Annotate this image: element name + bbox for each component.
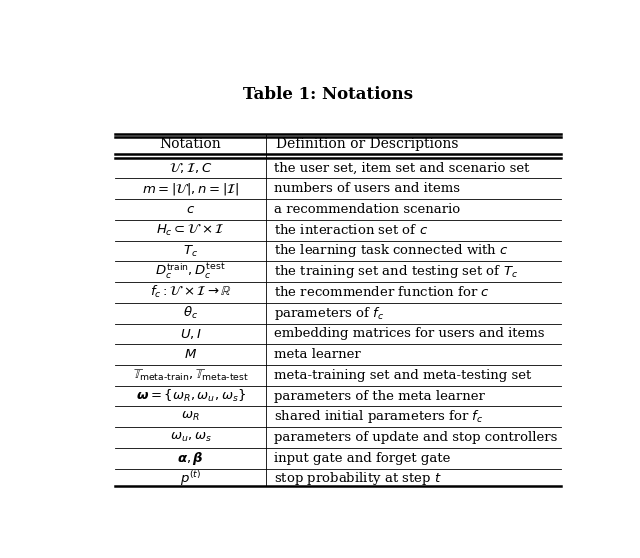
- Text: $\omega_u, \omega_s$: $\omega_u, \omega_s$: [170, 431, 212, 444]
- Text: the training set and testing set of $T_c$: the training set and testing set of $T_c…: [274, 263, 518, 280]
- Text: meta learner: meta learner: [274, 348, 361, 361]
- Text: embedding matrices for users and items: embedding matrices for users and items: [274, 328, 545, 340]
- Text: parameters of the meta learner: parameters of the meta learner: [274, 389, 485, 402]
- Text: the recommender function for $c$: the recommender function for $c$: [274, 286, 490, 300]
- Text: stop probability at step $t$: stop probability at step $t$: [274, 470, 442, 488]
- Text: the interaction set of $c$: the interaction set of $c$: [274, 223, 428, 237]
- Text: $U, I$: $U, I$: [180, 327, 202, 341]
- Text: $\omega_R$: $\omega_R$: [181, 410, 200, 424]
- Text: $m = |\mathcal{U}|, n = |\mathcal{I}|$: $m = |\mathcal{U}|, n = |\mathcal{I}|$: [142, 181, 239, 197]
- Text: $M$: $M$: [184, 348, 197, 361]
- Text: $\mathbb{T}_{\mathrm{meta\text{-}train}}, \mathbb{T}_{\mathrm{meta\text{-}test}}: $\mathbb{T}_{\mathrm{meta\text{-}train}}…: [132, 368, 248, 383]
- Text: parameters of update and stop controllers: parameters of update and stop controller…: [274, 431, 557, 444]
- Text: $T_c$: $T_c$: [183, 243, 198, 258]
- Text: $\theta_c$: $\theta_c$: [183, 305, 198, 321]
- Text: $\mathcal{U}, \mathcal{I}, C$: $\mathcal{U}, \mathcal{I}, C$: [169, 161, 212, 175]
- Text: numbers of users and items: numbers of users and items: [274, 182, 460, 195]
- Text: meta-training set and meta-testing set: meta-training set and meta-testing set: [274, 369, 531, 382]
- Text: $\boldsymbol{\omega} = \{\omega_R, \omega_u, \omega_s\}$: $\boldsymbol{\omega} = \{\omega_R, \omeg…: [136, 388, 246, 404]
- Text: $p^{(t)}$: $p^{(t)}$: [180, 469, 201, 488]
- Text: Notation: Notation: [160, 137, 221, 151]
- Text: parameters of $f_c$: parameters of $f_c$: [274, 305, 384, 321]
- Text: $H_c \subset \mathcal{U} \times \mathcal{I}$: $H_c \subset \mathcal{U} \times \mathcal…: [156, 223, 225, 238]
- Text: Definition or Descriptions: Definition or Descriptions: [276, 137, 459, 151]
- Text: $f_c : \mathcal{U} \times \mathcal{I} \rightarrow \mathbb{R}$: $f_c : \mathcal{U} \times \mathcal{I} \r…: [150, 285, 232, 300]
- Text: $\boldsymbol{\alpha}, \boldsymbol{\beta}$: $\boldsymbol{\alpha}, \boldsymbol{\beta}…: [177, 450, 204, 466]
- Text: the user set, item set and scenario set: the user set, item set and scenario set: [274, 162, 529, 175]
- Text: $c$: $c$: [186, 203, 195, 216]
- Text: $D_c^{\mathrm{train}}, D_c^{\mathrm{test}}$: $D_c^{\mathrm{train}}, D_c^{\mathrm{test…: [156, 262, 226, 281]
- Text: shared initial parameters for $f_c$: shared initial parameters for $f_c$: [274, 408, 484, 425]
- Text: input gate and forget gate: input gate and forget gate: [274, 452, 451, 465]
- Text: the learning task connected with $c$: the learning task connected with $c$: [274, 243, 509, 259]
- Text: Table 1: Notations: Table 1: Notations: [243, 86, 413, 103]
- Text: a recommendation scenario: a recommendation scenario: [274, 203, 460, 216]
